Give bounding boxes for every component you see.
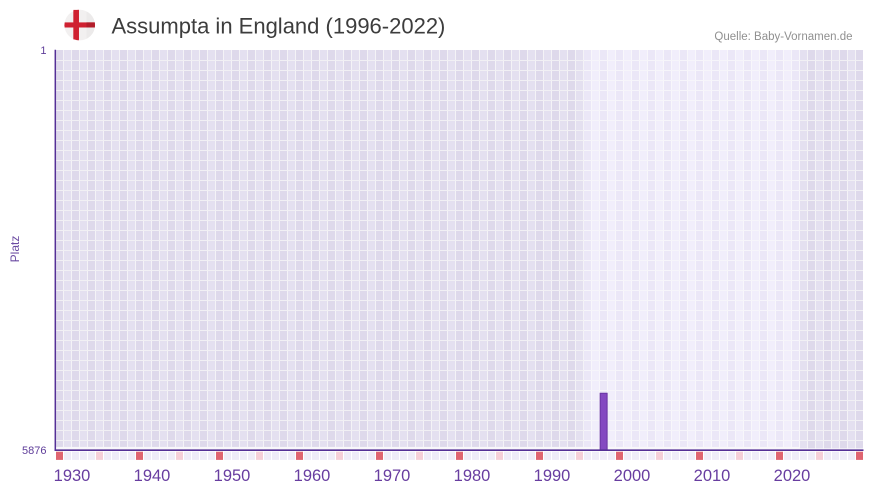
svg-text:1930: 1930: [54, 467, 91, 485]
svg-text:2000: 2000: [614, 467, 651, 485]
svg-text:1: 1: [40, 45, 46, 57]
svg-text:5876: 5876: [22, 445, 46, 457]
svg-text:2020: 2020: [774, 467, 811, 485]
svg-text:2010: 2010: [694, 467, 731, 485]
svg-text:Assumpta in England (1996-2022: Assumpta in England (1996-2022): [112, 14, 446, 39]
svg-text:1980: 1980: [454, 467, 491, 485]
svg-text:1940: 1940: [134, 467, 171, 485]
svg-text:1990: 1990: [534, 467, 571, 485]
svg-text:1950: 1950: [214, 467, 251, 485]
svg-text:1960: 1960: [294, 467, 331, 485]
svg-text:1970: 1970: [374, 467, 411, 485]
svg-text:Platz: Platz: [8, 236, 22, 263]
svg-text:Quelle: Baby-Vornamen.de: Quelle: Baby-Vornamen.de: [714, 31, 852, 43]
